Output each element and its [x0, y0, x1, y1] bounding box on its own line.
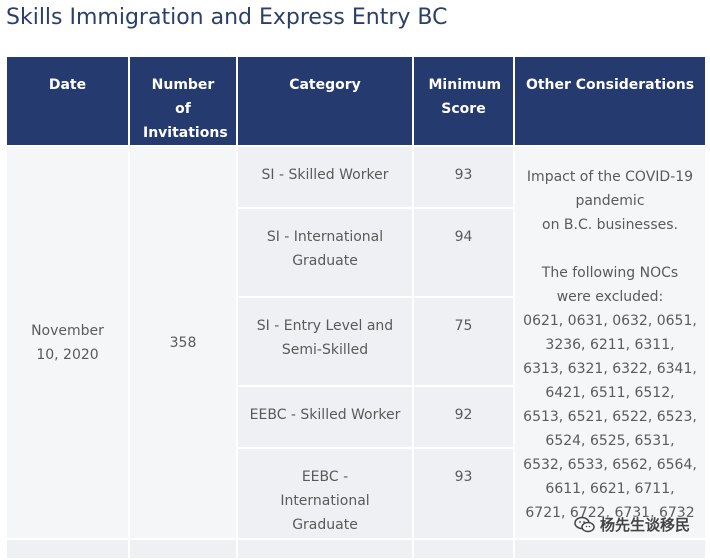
- empty-cell: [5, 538, 130, 560]
- other-considerations-cell: Impact of the COVID-19 pandemic on B.C. …: [513, 145, 707, 540]
- score-cell: 94: [412, 207, 515, 298]
- date-cell: November 10, 2020: [5, 145, 130, 540]
- empty-cell: [412, 538, 515, 560]
- category-cell: SI - Entry Level and Semi-Skilled: [236, 296, 414, 387]
- date-value: November 10, 2020: [31, 322, 104, 363]
- watermark-text: 杨先生谈移民: [599, 516, 690, 534]
- table-row: November 10, 2020 358 SI - Skilled Worke…: [5, 145, 707, 540]
- category-cell: SI - International Graduate: [236, 207, 414, 298]
- category-cell: SI - Skilled Worker: [236, 145, 414, 209]
- category-cell: EEBC - International Graduate: [236, 447, 414, 540]
- watermark: 杨先生谈移民: [574, 514, 690, 535]
- header-invitations-label: Number of Invitations: [143, 77, 228, 141]
- table-row: EEBC - Skilled Worker 92: [6, 385, 706, 449]
- header-date: Date: [5, 55, 130, 147]
- header-other-considerations: Other Considerations: [513, 55, 707, 147]
- header-category: Category: [236, 55, 414, 147]
- table-row: SI - Entry Level and Semi-Skilled 75: [6, 296, 706, 387]
- table-row: SI - International Graduate 94: [6, 207, 706, 298]
- wechat-icon: [574, 516, 595, 532]
- page-title: Skills Immigration and Express Entry BC: [6, 5, 448, 30]
- category-cell: EEBC - Skilled Worker: [236, 385, 414, 449]
- category-value: SI - International Graduate: [266, 229, 384, 269]
- empty-cell: [513, 538, 707, 560]
- table-header-row: Date Number of Invitations Category Mini…: [5, 55, 707, 147]
- other-considerations-text: Impact of the COVID-19 pandemic on B.C. …: [523, 169, 697, 521]
- empty-cell: [236, 538, 414, 560]
- score-cell: 93: [412, 145, 515, 209]
- score-cell: 93: [412, 447, 515, 540]
- header-minimum-score-label: Minimum Score: [428, 77, 502, 117]
- score-cell: 92: [412, 385, 515, 449]
- table-row: [5, 538, 707, 560]
- empty-cell: [128, 538, 238, 560]
- score-cell: 75: [412, 296, 515, 387]
- category-value: SI - Entry Level and Semi-Skilled: [256, 318, 394, 358]
- category-value: EEBC - International Graduate: [280, 469, 370, 533]
- invitations-cell: 358: [128, 145, 238, 540]
- header-minimum-score: Minimum Score: [412, 55, 515, 147]
- table-row: EEBC - International Graduate 93: [6, 447, 706, 540]
- header-invitations: Number of Invitations: [128, 55, 238, 147]
- draw-results-table: Date Number of Invitations Category Mini…: [5, 55, 707, 560]
